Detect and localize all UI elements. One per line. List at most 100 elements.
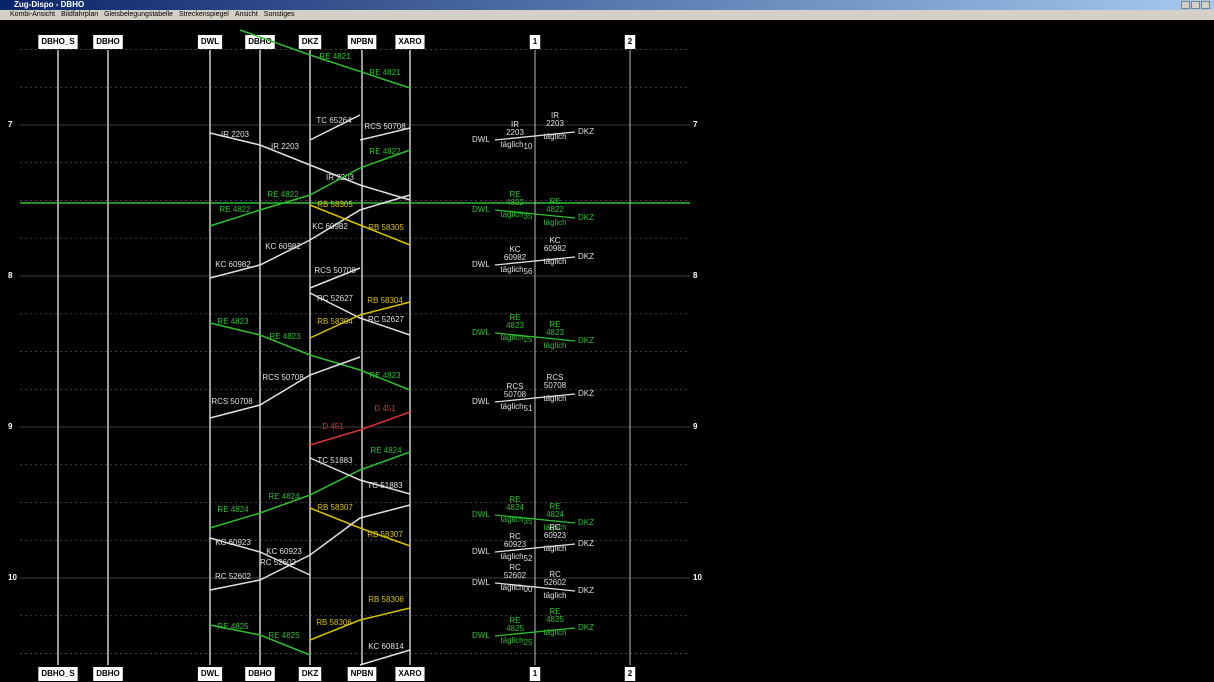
panel-number: 52602 bbox=[544, 578, 567, 587]
train-label: RB 58307 bbox=[367, 530, 403, 539]
panel-freq: täglich bbox=[500, 636, 523, 645]
train-label: RC 52602 bbox=[260, 558, 297, 567]
panel-freq: täglich bbox=[500, 140, 523, 149]
train-label: RE 4824 bbox=[370, 446, 402, 455]
train-path bbox=[309, 457, 411, 495]
panel-from: DWL bbox=[472, 397, 490, 406]
panel-from: DWL bbox=[472, 510, 490, 519]
train-path bbox=[359, 649, 411, 666]
panel-minute: 52 bbox=[524, 554, 533, 563]
station-box bbox=[624, 667, 636, 681]
station-box bbox=[38, 35, 78, 49]
menu-item[interactable]: Gleisbelegungstabelle bbox=[104, 11, 173, 18]
panel-freq: täglich bbox=[543, 394, 566, 403]
train-label: RCS 50708 bbox=[364, 122, 406, 131]
menu-item[interactable]: Sonstiges bbox=[263, 11, 295, 18]
panel-freq: täglich bbox=[543, 591, 566, 600]
window-title: Zug-Dispo - DBHO bbox=[14, 0, 85, 9]
menu-item[interactable]: Ansicht bbox=[234, 11, 258, 18]
panel-line bbox=[494, 582, 576, 592]
diagram: DBHO_S DBHO DWL DBHO DKZ NPBN XARO 1 2 DBHO_S DBHO… bbox=[8, 29, 702, 681]
panel-kind: RE bbox=[509, 616, 520, 625]
station-box bbox=[298, 35, 322, 49]
panel-from: DWL bbox=[472, 578, 490, 587]
station-box bbox=[347, 35, 377, 49]
train-path bbox=[209, 537, 311, 576]
station-header: DKZ bbox=[302, 669, 319, 678]
panel-from: DWL bbox=[472, 205, 490, 214]
panel-freq: täglich bbox=[543, 544, 566, 553]
panel-from: DWL bbox=[472, 260, 490, 269]
panel-freq: täglich bbox=[500, 333, 523, 342]
station-box bbox=[395, 667, 425, 681]
maximize[interactable] bbox=[1191, 1, 1200, 9]
panel-freq: täglich bbox=[500, 583, 523, 592]
train-label: RB 58305 bbox=[368, 223, 404, 232]
panel-line bbox=[494, 627, 576, 637]
station-header: XARO bbox=[398, 669, 421, 678]
train-label: RE 4823 bbox=[369, 371, 401, 380]
panel-number: 4823 bbox=[506, 321, 524, 330]
panel-kind: RC bbox=[509, 563, 521, 572]
station-box bbox=[245, 667, 275, 681]
panel-number: 50708 bbox=[504, 390, 527, 399]
panel-to: DKZ bbox=[578, 518, 594, 527]
station-header: DKZ bbox=[302, 37, 319, 46]
train-label: KC 60814 bbox=[368, 642, 404, 651]
panel-from: DWL bbox=[472, 631, 490, 640]
panel-number: 4825 bbox=[546, 615, 564, 624]
panel-to: DKZ bbox=[578, 539, 594, 548]
train-label: KC 60923 bbox=[266, 547, 302, 556]
train-label: RCS 50708 bbox=[314, 266, 356, 275]
station-box bbox=[624, 35, 636, 49]
minimize[interactable] bbox=[1181, 1, 1190, 9]
train-label: RE 4823 bbox=[269, 332, 301, 341]
panel-line bbox=[494, 332, 576, 342]
station-box bbox=[93, 667, 123, 681]
panel-freq: täglich bbox=[500, 402, 523, 411]
station-header: DBHO_S bbox=[41, 669, 75, 678]
menu-item[interactable]: Kombi-Ansicht bbox=[10, 11, 56, 18]
panel-minute: 51 bbox=[524, 404, 533, 413]
train-path bbox=[209, 322, 411, 391]
station-box bbox=[298, 667, 322, 681]
train-path bbox=[209, 624, 311, 656]
train-label: RB 58306 bbox=[316, 618, 352, 627]
station-box bbox=[529, 35, 541, 49]
panel-number: 4824 bbox=[506, 503, 524, 512]
panel-line bbox=[494, 514, 576, 524]
train-label: RE 4823 bbox=[217, 317, 249, 326]
panel-kind: RE bbox=[549, 320, 560, 329]
station-box bbox=[197, 35, 223, 49]
panel-freq: täglich bbox=[543, 341, 566, 350]
train-path bbox=[309, 507, 411, 547]
menu-item[interactable]: Bildfahrplan bbox=[61, 11, 99, 18]
train-label: RB 58304 bbox=[367, 296, 403, 305]
panel-minute: 25 bbox=[524, 638, 533, 647]
train-path bbox=[309, 204, 411, 246]
panel-to: DKZ bbox=[578, 252, 594, 261]
panel-kind: RC bbox=[549, 523, 561, 532]
train-label: RE 4822 bbox=[267, 190, 299, 199]
station-box bbox=[395, 35, 425, 49]
menu-item[interactable]: Streckenspiegel bbox=[179, 11, 229, 18]
station-header: DBHO bbox=[96, 669, 120, 678]
panel-freq: täglich bbox=[543, 257, 566, 266]
panel-freq: täglich bbox=[543, 628, 566, 637]
panel-minute: 35 bbox=[524, 517, 533, 526]
panel-kind: RE bbox=[509, 313, 520, 322]
train-label: RB 58306 bbox=[368, 595, 404, 604]
train-label: D 451 bbox=[374, 404, 396, 413]
panel-kind: IR bbox=[511, 120, 519, 129]
train-path bbox=[309, 607, 411, 641]
train-label: RC 52627 bbox=[368, 315, 405, 324]
hour-label: 9 bbox=[693, 422, 698, 431]
close[interactable] bbox=[1201, 1, 1210, 9]
train-path bbox=[209, 451, 411, 529]
station-header: 1 bbox=[533, 37, 538, 46]
train-label: RCS 50708 bbox=[262, 373, 304, 382]
station-box bbox=[529, 667, 541, 681]
train-label: RE 4821 bbox=[319, 52, 351, 61]
station-box bbox=[347, 667, 377, 681]
panel-kind: RE bbox=[549, 607, 560, 616]
